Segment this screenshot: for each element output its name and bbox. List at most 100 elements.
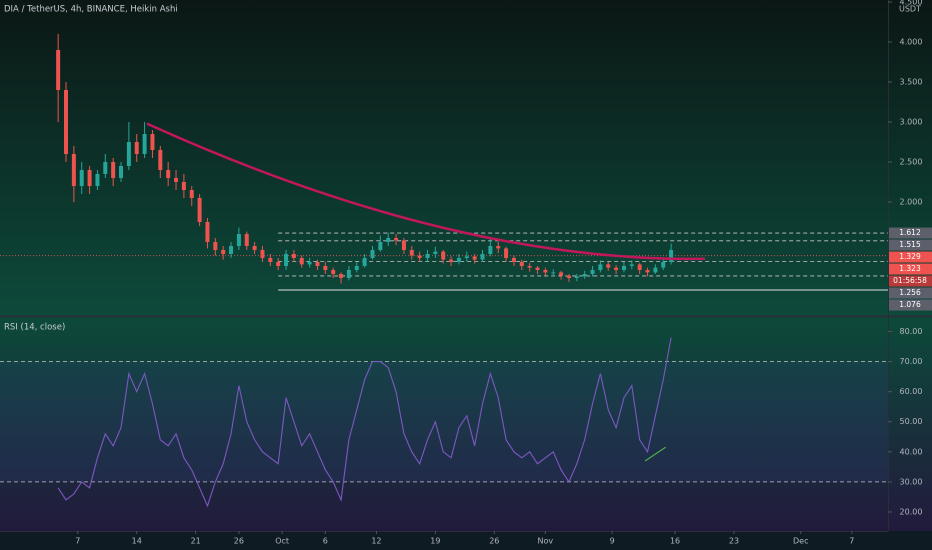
- candle-body: [496, 246, 501, 249]
- y-tick-label: 3.500: [900, 78, 923, 87]
- x-tick-label: 19: [430, 537, 440, 546]
- price-label: 1.076: [899, 300, 921, 309]
- x-tick-label: 7: [849, 537, 854, 546]
- candle-body: [504, 248, 509, 258]
- candle-body: [205, 222, 210, 242]
- candle-body: [653, 267, 658, 273]
- date-axis: [0, 531, 932, 550]
- candle-body: [566, 275, 571, 278]
- candle-body: [315, 262, 320, 266]
- y-tick-label: 2.500: [900, 158, 923, 167]
- price-label-box: [889, 227, 932, 239]
- candle-body: [119, 166, 124, 178]
- y-tick-label: 70.00: [900, 357, 923, 366]
- candle-body: [307, 262, 312, 265]
- candle-body: [103, 162, 108, 174]
- candle-body: [252, 246, 257, 250]
- x-tick-label: 16: [670, 537, 680, 546]
- candle-body: [425, 254, 430, 258]
- candle-body: [535, 267, 540, 270]
- candle-body: [189, 190, 194, 198]
- price-pane: [0, 0, 932, 316]
- candle-body: [519, 262, 524, 266]
- candle-body: [401, 240, 406, 250]
- candle-body: [527, 266, 532, 268]
- price-label-box: [889, 263, 932, 275]
- candle-body: [394, 238, 399, 241]
- y-tick-label: 40.00: [900, 447, 923, 456]
- candle-body: [386, 238, 391, 242]
- candle-body: [464, 256, 469, 258]
- candle-body: [79, 170, 84, 186]
- candle-body: [606, 264, 611, 268]
- price-label: 1.515: [899, 240, 921, 249]
- candle-body: [362, 258, 367, 266]
- candle-body: [582, 274, 587, 277]
- candle-body: [472, 256, 477, 260]
- candle-body: [276, 262, 281, 266]
- price-label-box: [889, 239, 932, 251]
- y-tick-label: 80.00: [900, 327, 923, 336]
- rsi-trendline: [644, 446, 666, 462]
- candle-body: [181, 182, 186, 190]
- price-label-box: [889, 299, 932, 311]
- candle-body: [244, 234, 249, 246]
- candle-body: [346, 270, 351, 278]
- y-tick-label: 4.000: [900, 38, 923, 47]
- candle-body: [645, 270, 650, 273]
- trend-curve: [146, 122, 705, 261]
- candle-body: [417, 255, 422, 258]
- x-tick-label: 26: [234, 537, 244, 546]
- candle-body: [409, 250, 414, 256]
- candle-body: [268, 258, 273, 262]
- candle-body: [126, 142, 131, 166]
- rsi-pane: [0, 317, 932, 531]
- candle-body: [669, 250, 674, 262]
- price-label: 1.256: [899, 288, 921, 297]
- candle-body: [64, 90, 69, 154]
- y-tick-label: 50.00: [900, 417, 923, 426]
- candle-body: [323, 266, 328, 270]
- y-tick-label: 3.000: [900, 118, 923, 127]
- x-tick-label: Dec: [793, 537, 808, 546]
- candle-body: [621, 266, 626, 270]
- candle-body: [111, 162, 116, 178]
- candle-body: [229, 246, 234, 254]
- candle-body: [449, 259, 454, 262]
- price-label-box: [889, 251, 932, 263]
- candle-body: [236, 234, 241, 246]
- candle-body: [95, 174, 100, 186]
- x-tick-label: 9: [610, 537, 615, 546]
- candle-body: [339, 274, 344, 278]
- x-tick-label: 12: [371, 537, 381, 546]
- candle-body: [56, 50, 61, 90]
- x-tick-label: 6: [323, 537, 328, 546]
- candle-body: [71, 154, 76, 186]
- candle-body: [158, 150, 163, 170]
- x-tick-label: 23: [729, 537, 739, 546]
- candle-body: [637, 264, 642, 270]
- price-label: 1.612: [899, 228, 921, 237]
- candle-body: [598, 264, 603, 270]
- y-tick-label: 4.500: [900, 0, 923, 7]
- candle-body: [488, 246, 493, 254]
- candle-body: [213, 242, 218, 250]
- candle-body: [543, 270, 548, 273]
- rsi-band: [0, 361, 888, 482]
- candle-body: [574, 276, 579, 278]
- candle-body: [378, 242, 383, 250]
- candle-body: [174, 178, 179, 182]
- candle-body: [134, 142, 139, 154]
- x-tick-label: 14: [132, 537, 142, 546]
- candle-body: [370, 250, 375, 258]
- y-tick-label: 30.00: [900, 477, 923, 486]
- candle-body: [87, 170, 92, 186]
- x-tick-label: 7: [75, 537, 80, 546]
- price-label: 01:56:58: [893, 276, 927, 285]
- candle-body: [331, 270, 336, 274]
- rsi-line: [57, 337, 672, 508]
- candle-body: [456, 258, 461, 262]
- candle-body: [197, 198, 202, 222]
- x-tick-label: Oct: [275, 537, 289, 546]
